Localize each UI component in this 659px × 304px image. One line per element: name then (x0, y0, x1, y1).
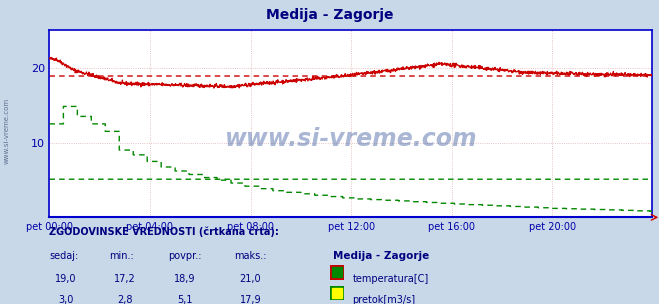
Text: 5,1: 5,1 (177, 295, 192, 304)
Bar (331, 288, 342, 298)
Text: www.si-vreme.com: www.si-vreme.com (225, 127, 477, 151)
Text: min.:: min.: (109, 251, 134, 261)
Text: 21,0: 21,0 (240, 274, 261, 284)
Text: 2,8: 2,8 (117, 295, 133, 304)
Text: 18,9: 18,9 (174, 274, 195, 284)
Text: povpr.:: povpr.: (168, 251, 202, 261)
Text: ZGODOVINSKE VREDNOSTI (črtkana črta):: ZGODOVINSKE VREDNOSTI (črtkana črta): (49, 226, 279, 237)
Text: pretok[m3/s]: pretok[m3/s] (353, 295, 416, 304)
Text: Medija - Zagorje: Medija - Zagorje (266, 8, 393, 22)
Text: maks.:: maks.: (234, 251, 266, 261)
Text: 19,0: 19,0 (55, 274, 76, 284)
Text: temperatura[C]: temperatura[C] (353, 274, 429, 284)
Text: 17,2: 17,2 (114, 274, 136, 284)
Bar (331, 267, 342, 278)
Text: www.si-vreme.com: www.si-vreme.com (3, 98, 10, 164)
Text: 3,0: 3,0 (58, 295, 74, 304)
Text: sedaj:: sedaj: (49, 251, 78, 261)
Text: 17,9: 17,9 (240, 295, 261, 304)
Text: Medija - Zagorje: Medija - Zagorje (333, 251, 429, 261)
